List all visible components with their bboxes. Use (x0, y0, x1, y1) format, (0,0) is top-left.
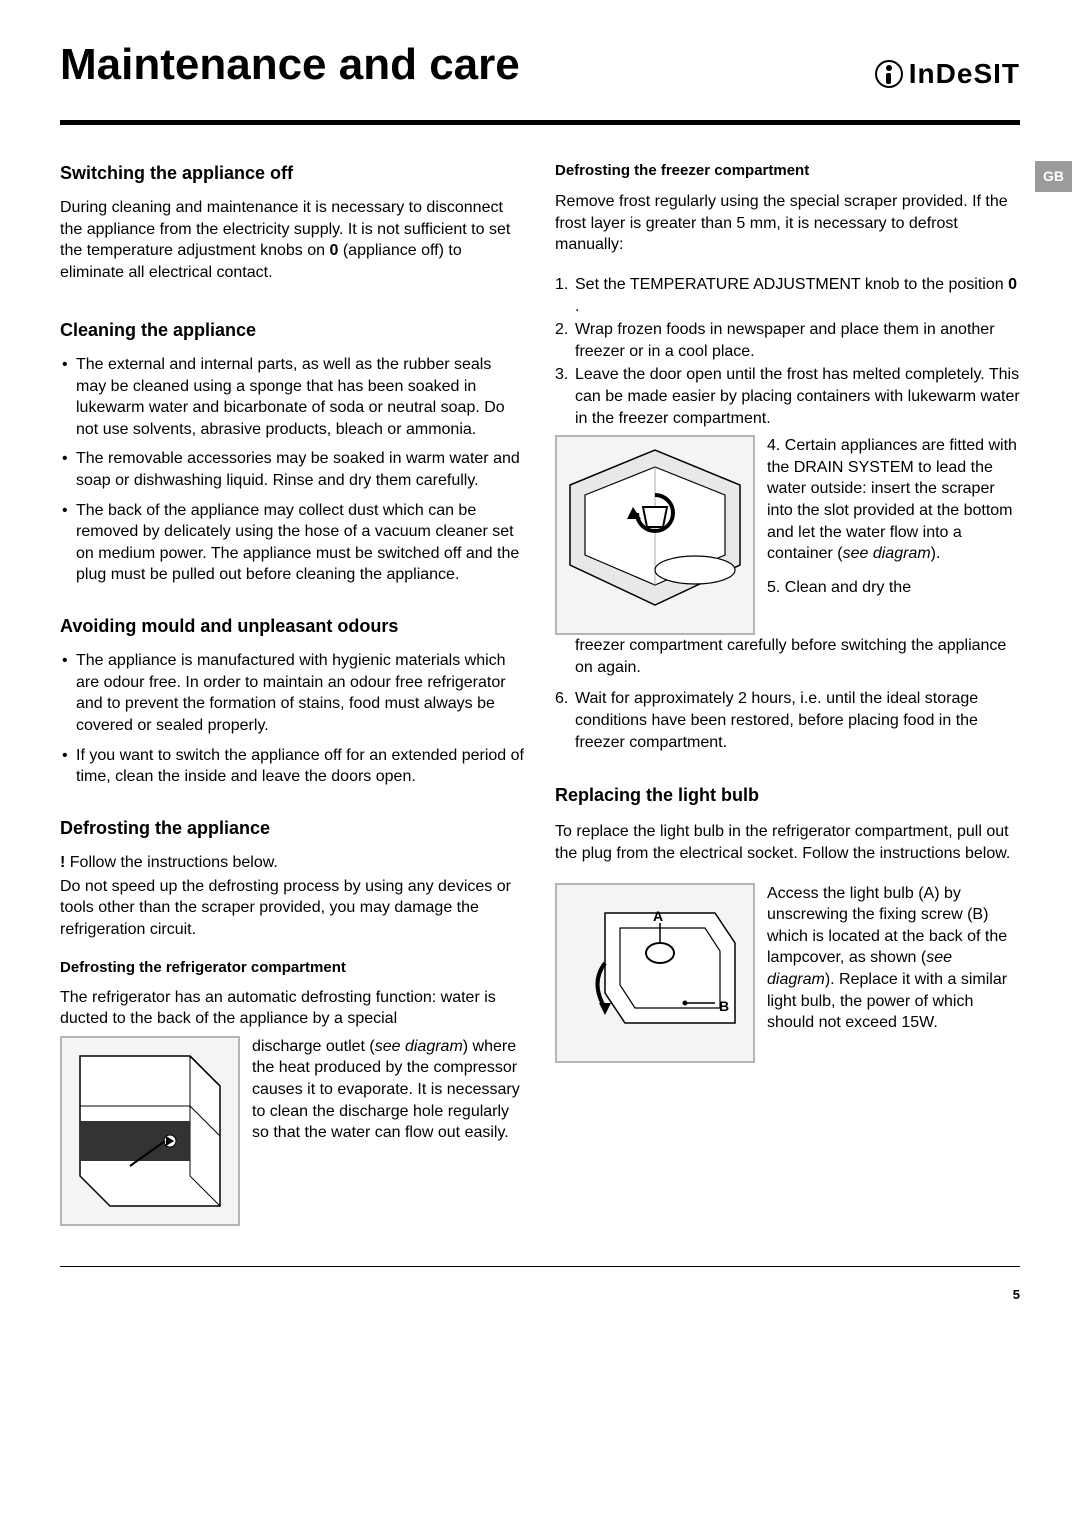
divider-bottom (60, 1266, 1020, 1267)
list-item: The appliance is manufactured with hygie… (60, 650, 525, 736)
text-step5-cont: freezer compartment carefully before swi… (575, 635, 1020, 678)
left-column: Switching the appliance off During clean… (60, 157, 525, 1226)
heading-cleaning: Cleaning the appliance (60, 318, 525, 342)
text-defrost-fridge-intro: The refrigerator has an automatic defros… (60, 987, 525, 1030)
text-defrost-warn: ! Follow the instructions below. (60, 852, 525, 874)
defrost-fridge-block: discharge outlet (see diagram) where the… (60, 1036, 525, 1226)
list-item: If you want to switch the appliance off … (60, 745, 525, 788)
text-switching-off: During cleaning and maintenance it is ne… (60, 197, 525, 283)
brand-icon (875, 60, 903, 88)
divider-top (60, 120, 1020, 125)
text-fragment: ). (931, 545, 941, 562)
list-item: Set the TEMPERATURE ADJUSTMENT knob to t… (555, 274, 1020, 317)
list-defrost-steps-cont: Wait for approximately 2 hours, i.e. unt… (555, 688, 1020, 753)
list-continuation: freezer compartment carefully before swi… (555, 635, 1020, 678)
page-header: Maintenance and care InDeSIT (60, 40, 1020, 90)
diagram-light-bulb: A B (555, 883, 755, 1063)
diagram-label-b: B (719, 997, 729, 1016)
heading-switching-off: Switching the appliance off (60, 161, 525, 185)
list-defrost-steps: Set the TEMPERATURE ADJUSTMENT knob to t… (555, 274, 1020, 429)
heading-light-bulb: Replacing the light bulb (555, 783, 1020, 807)
text-defrost-caution: Do not speed up the defrosting process b… (60, 876, 525, 941)
diagram-drain-system (555, 435, 755, 635)
list-item: Wrap frozen foods in newspaper and place… (555, 319, 1020, 362)
list-item: The external and internal parts, as well… (60, 354, 525, 440)
heading-mould: Avoiding mould and unpleasant odours (60, 614, 525, 638)
text-defrost-freezer-intro: Remove frost regularly using the special… (555, 191, 1020, 256)
drain-system-block: 4. Certain appliances are fitted with th… (555, 435, 1020, 635)
text-fragment: 5. Clean and dry the (767, 579, 911, 596)
text-fragment: Set the TEMPERATURE ADJUSTMENT knob to t… (575, 276, 1008, 293)
text-bulb-intro: To replace the light bulb in the refrige… (555, 821, 1020, 864)
text-italic-ref: see diagram (843, 545, 931, 562)
text-fragment: Access the light bulb (A) by unscrewing … (767, 885, 1007, 967)
brand-text: InDeSIT (909, 58, 1020, 90)
list-item: The back of the appliance may collect du… (60, 500, 525, 586)
text-fragment: Follow the instructions below. (65, 854, 278, 871)
page-title: Maintenance and care (60, 40, 520, 90)
text-bulb-body: Access the light bulb (A) by unscrewing … (767, 883, 1020, 1063)
subheading-defrost-freezer: Defrosting the freezer compartment (555, 161, 1020, 181)
diagram-discharge-outlet (60, 1036, 240, 1226)
list-item: The removable accessories may be soaked … (60, 448, 525, 491)
list-item: Wait for approximately 2 hours, i.e. unt… (555, 688, 1020, 753)
content-columns: Switching the appliance off During clean… (60, 157, 1020, 1226)
diagram-label-a: A (653, 907, 663, 926)
text-defrost-fridge-body: discharge outlet (see diagram) where the… (252, 1036, 525, 1226)
text-fragment: discharge outlet ( (252, 1038, 375, 1055)
text-drain-system: 4. Certain appliances are fitted with th… (767, 435, 1020, 635)
brand-logo: InDeSIT (875, 58, 1020, 90)
list-cleaning: The external and internal parts, as well… (60, 354, 525, 586)
page-number: 5 (60, 1287, 1020, 1302)
text-fragment: 4. Certain appliances are fitted with th… (767, 437, 1017, 562)
text-bold-zero: 0 (1008, 276, 1017, 293)
list-mould: The appliance is manufactured with hygie… (60, 650, 525, 788)
heading-defrosting: Defrosting the appliance (60, 816, 525, 840)
subheading-defrost-fridge: Defrosting the refrigerator compartment (60, 958, 525, 978)
list-item: Leave the door open until the frost has … (555, 364, 1020, 429)
text-fragment: . (575, 298, 579, 315)
text-italic-ref: see diagram (375, 1038, 463, 1055)
right-column: GB Defrosting the freezer compartment Re… (555, 157, 1020, 1226)
language-tab: GB (1035, 161, 1072, 192)
light-bulb-block: A B Access the light bulb (A) by unscrew… (555, 883, 1020, 1063)
